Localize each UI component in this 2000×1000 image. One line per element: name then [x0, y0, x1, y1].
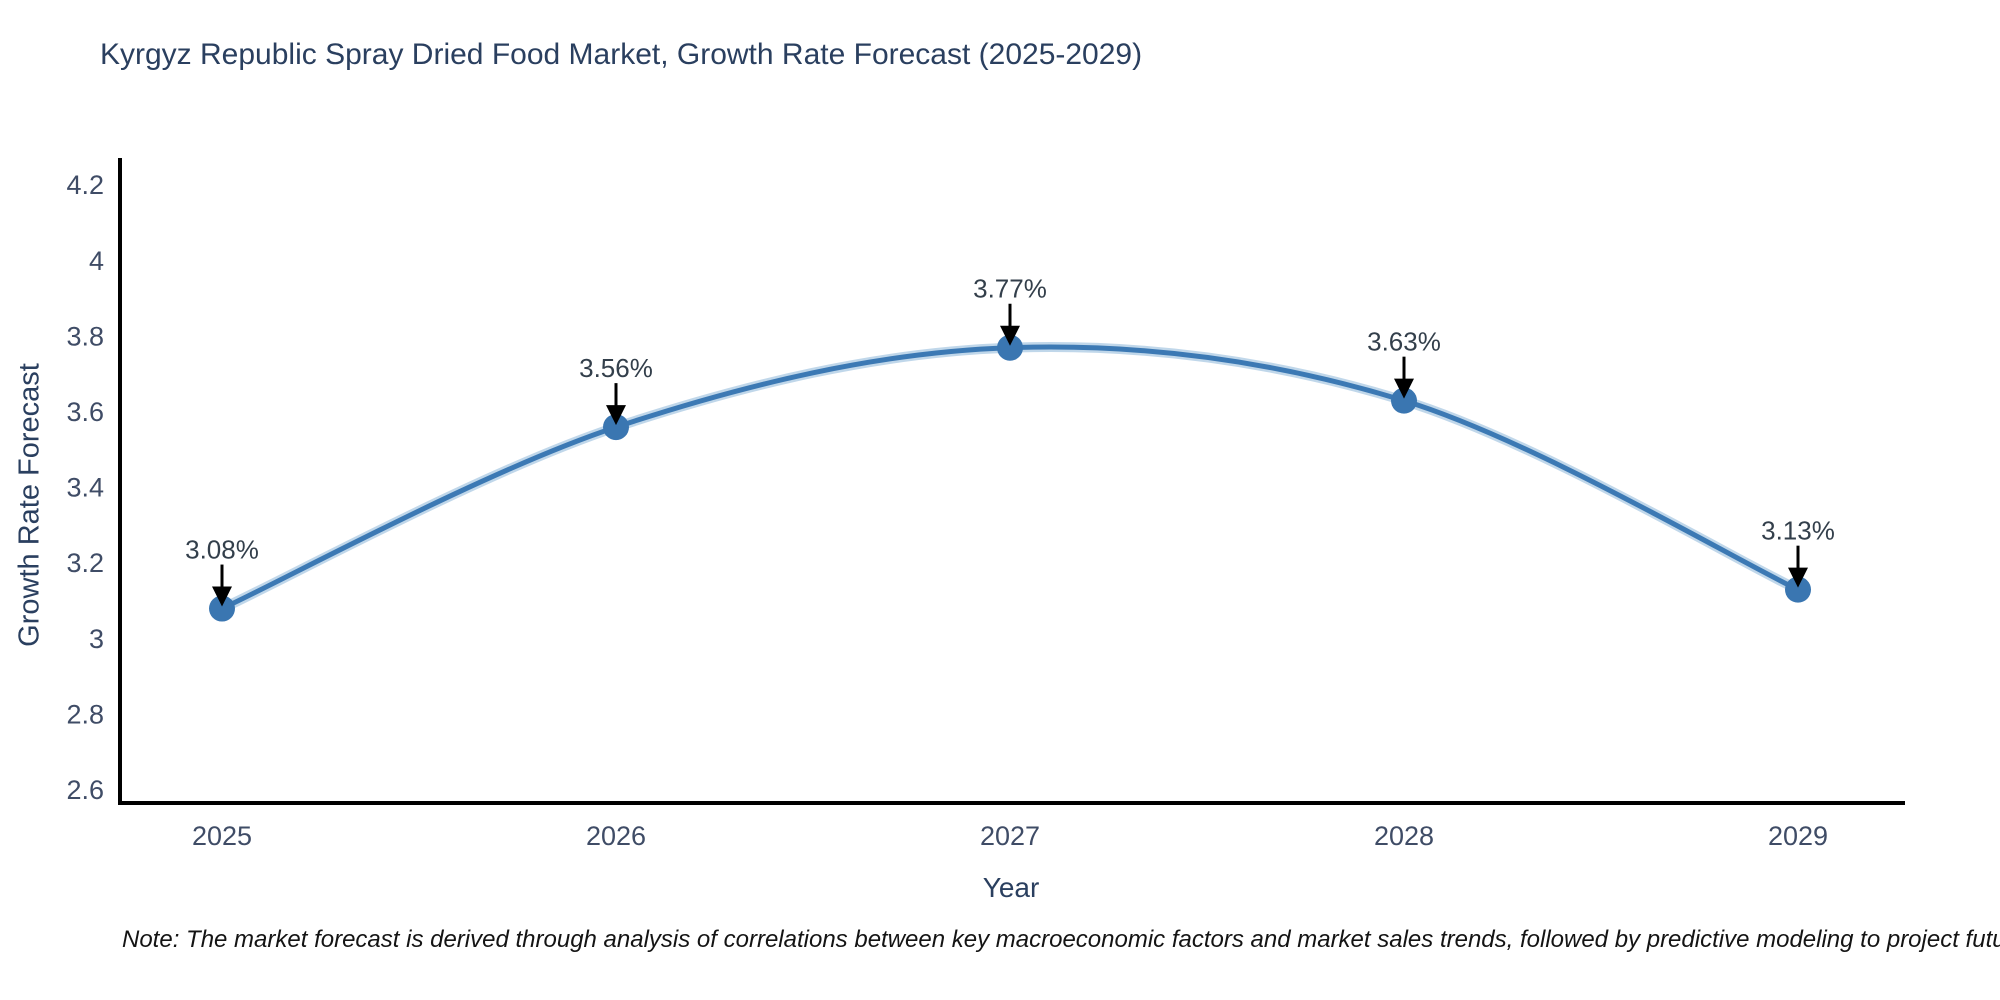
- y-tick-label: 2.6: [66, 775, 104, 805]
- annotation-arrow-head-icon: [1394, 378, 1414, 399]
- forecast-line-halo: [217, 342, 1803, 614]
- x-tick-label: 2028: [1374, 821, 1434, 851]
- y-tick-label: 2.8: [66, 699, 104, 729]
- data-point-label: 3.63%: [1367, 327, 1441, 357]
- y-tick-label: 3.8: [66, 321, 104, 351]
- x-axis-title: Year: [982, 872, 1040, 903]
- y-tick-label: 3.4: [66, 473, 104, 503]
- x-tick-label: 2029: [1768, 821, 1828, 851]
- x-tick-label: 2025: [192, 821, 252, 851]
- data-point-label: 3.56%: [579, 353, 653, 383]
- data-point-marker[interactable]: [1391, 387, 1417, 414]
- x-tick-label: 2027: [980, 821, 1040, 851]
- data-point-marker[interactable]: [1785, 576, 1811, 603]
- data-point-marker[interactable]: [603, 414, 629, 441]
- data-point-label: 3.77%: [973, 274, 1047, 304]
- footnote-text: Note: The market forecast is derived thr…: [122, 926, 2000, 953]
- annotation-arrow-head-icon: [606, 405, 626, 426]
- y-tick-label: 4: [89, 246, 104, 276]
- data-point-label: 3.08%: [185, 535, 259, 565]
- annotation-arrow-head-icon: [1788, 567, 1808, 588]
- x-tick-label: 2026: [586, 821, 646, 851]
- annotation-arrow-head-icon: [1000, 325, 1020, 346]
- annotation-arrow-head-icon: [212, 586, 232, 607]
- data-point-marker[interactable]: [997, 334, 1023, 361]
- y-tick-label: 3.6: [66, 397, 104, 427]
- forecast-line: [219, 344, 1801, 612]
- y-tick-label: 3.2: [66, 548, 104, 578]
- y-tick-label: 3: [89, 624, 104, 654]
- y-tick-label: 4.2: [66, 170, 104, 200]
- data-point-label: 3.13%: [1761, 516, 1835, 546]
- data-point-marker[interactable]: [209, 595, 235, 622]
- chart-title: Kyrgyz Republic Spray Dried Food Market,…: [100, 38, 1143, 71]
